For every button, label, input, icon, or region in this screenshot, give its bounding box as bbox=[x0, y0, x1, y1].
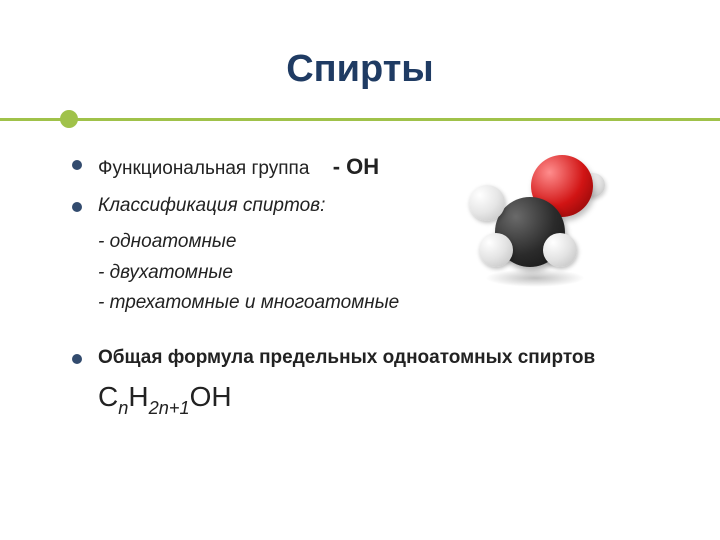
classification-list: - одноатомные - двухатомные - трехатомны… bbox=[98, 228, 672, 318]
formula-label: Общая формула предельных одноатомных спи… bbox=[98, 344, 672, 373]
hydrogen-atom-icon bbox=[469, 185, 505, 221]
list-item: - трехатомные и многоатомные bbox=[98, 289, 672, 318]
formula-value: СnH2n+1OH bbox=[98, 376, 672, 421]
bullet-icon bbox=[72, 354, 82, 364]
functional-group-value: - ОН bbox=[333, 154, 379, 179]
hydrogen-atom-icon bbox=[543, 233, 577, 267]
functional-group-label: Функциональная группа bbox=[98, 158, 309, 179]
bullet-icon bbox=[72, 202, 82, 212]
formula-row: Общая формула предельных одноатомных спи… bbox=[72, 344, 672, 421]
bullet-icon bbox=[72, 160, 82, 170]
hydrogen-atom-icon bbox=[479, 233, 513, 267]
accent-underline bbox=[0, 118, 720, 121]
slide: Спирты Функциональная группа - ОН Класси… bbox=[0, 0, 720, 540]
list-item: - одноатомные bbox=[98, 228, 672, 257]
formula-block: Общая формула предельных одноатомных спи… bbox=[98, 344, 672, 421]
accent-dot-icon bbox=[60, 110, 78, 128]
page-title: Спирты bbox=[0, 48, 720, 91]
list-item: - двухатомные bbox=[98, 259, 672, 288]
